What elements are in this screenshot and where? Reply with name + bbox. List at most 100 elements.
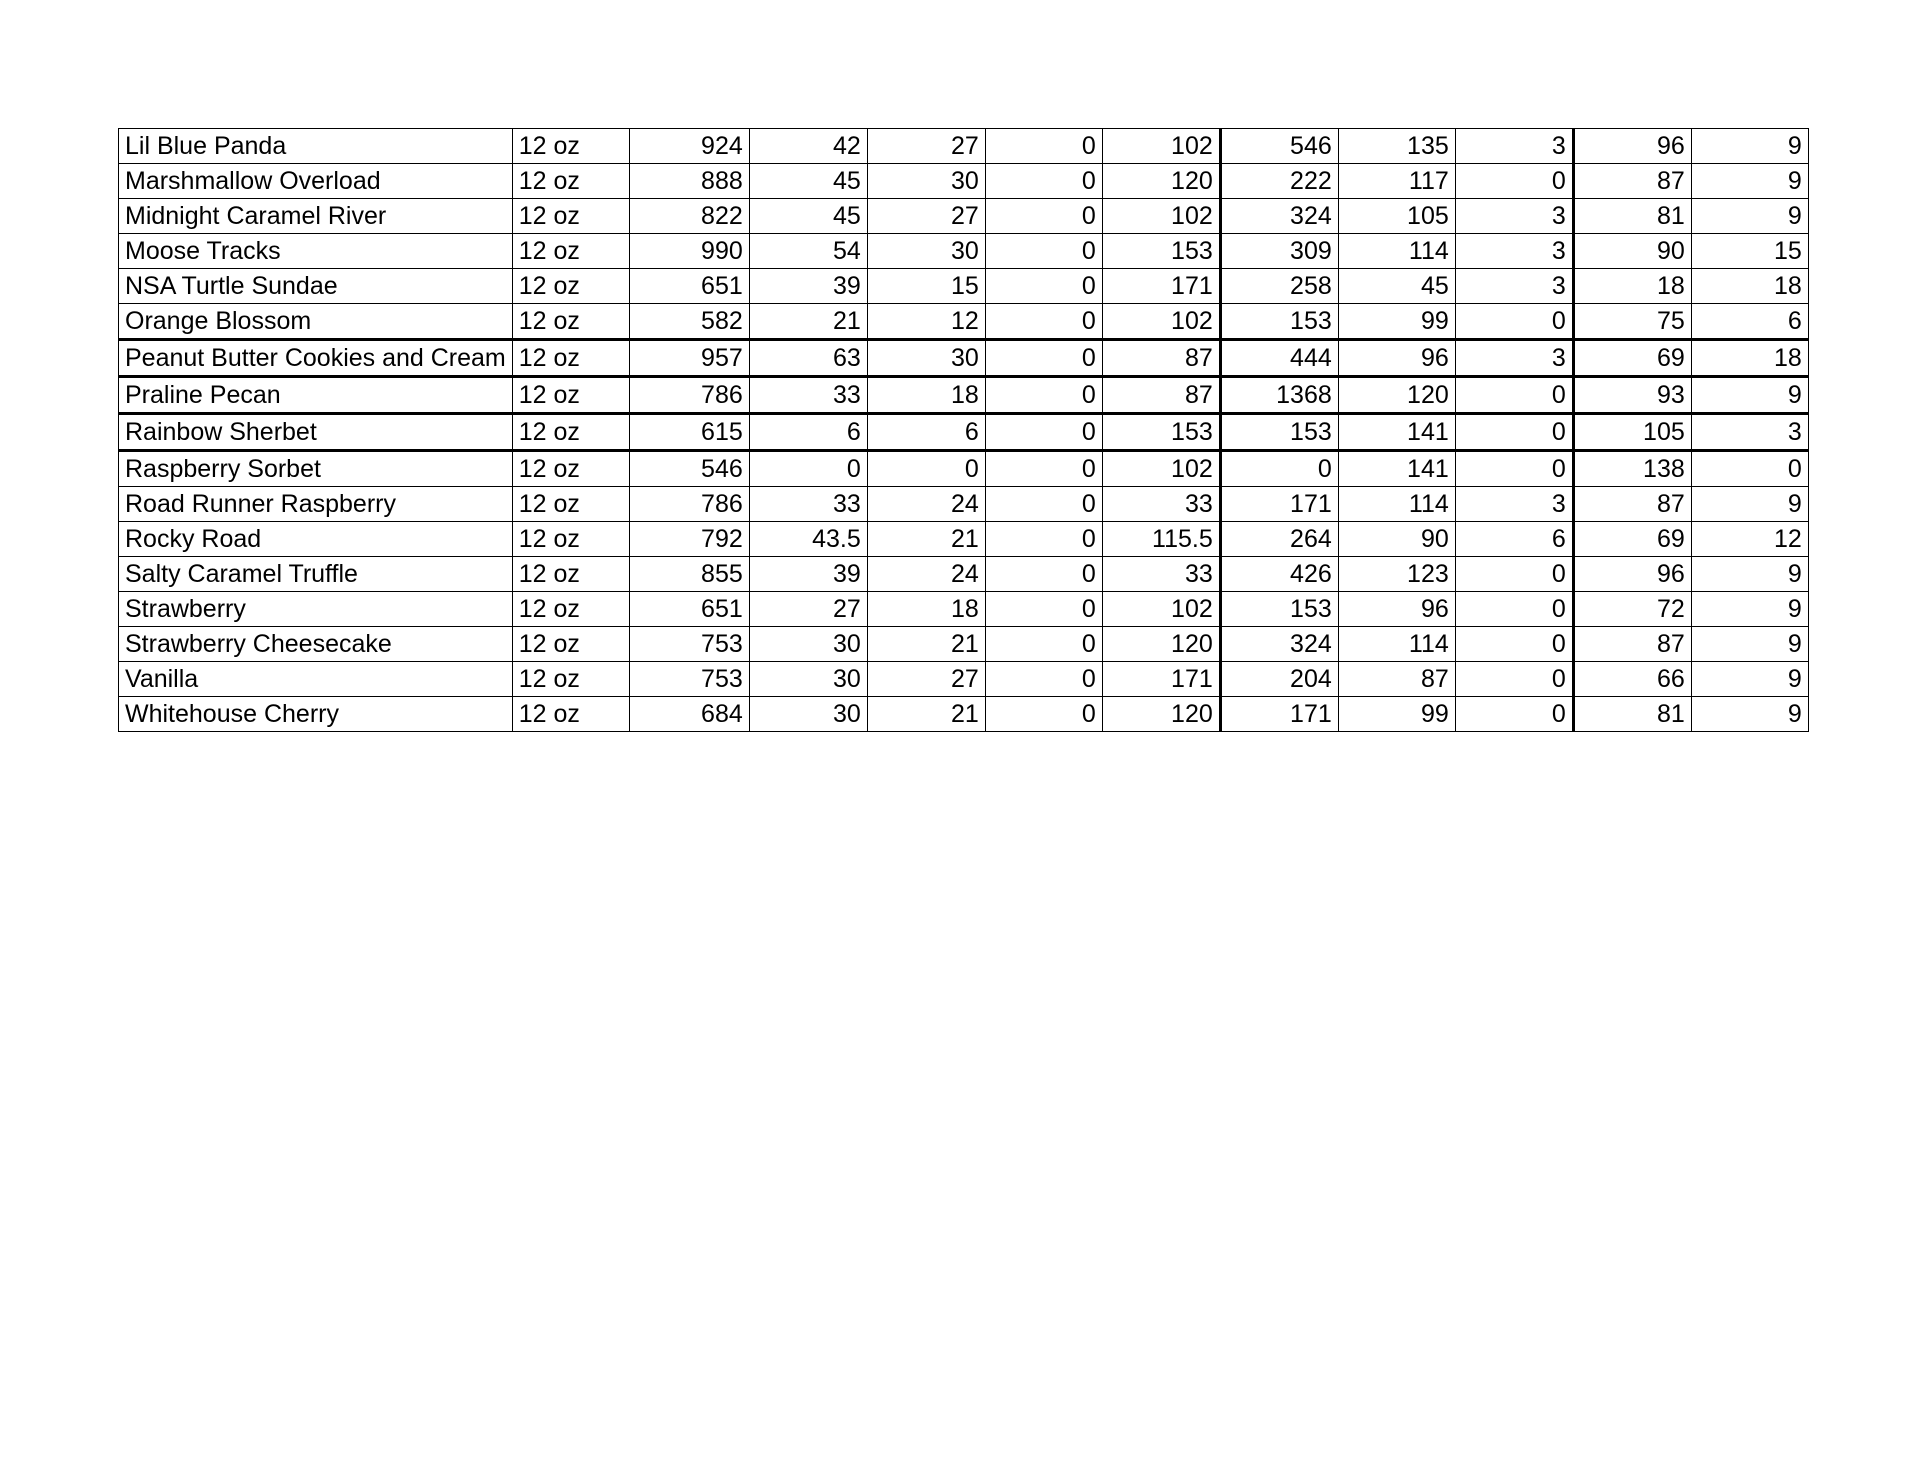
value-cell: 990: [628, 233, 750, 269]
value-cell: 792: [628, 521, 750, 557]
serving-size-cell: 12 oz: [511, 413, 630, 452]
value-cell: 105: [1572, 413, 1692, 452]
value-cell: 33: [748, 376, 868, 415]
value-cell: 0: [984, 128, 1103, 164]
value-cell: 222: [1219, 163, 1339, 199]
value-cell: 21: [866, 626, 986, 662]
value-cell: 0: [1454, 450, 1575, 487]
flavor-name-cell: Whitehouse Cherry: [118, 696, 513, 732]
flavor-name-cell: Strawberry Cheesecake: [118, 626, 513, 662]
flavor-name-cell: Road Runner Raspberry: [118, 486, 513, 522]
table-row: Salty Caramel Truffle 12 oz 855 39 24 0 …: [118, 556, 1809, 592]
value-cell: 33: [1101, 486, 1222, 522]
table-row: Strawberry 12 oz 651 27 18 0 102 153 96 …: [118, 591, 1809, 627]
value-cell: 9: [1690, 128, 1809, 164]
value-cell: 822: [628, 198, 750, 234]
value-cell: 69: [1572, 339, 1692, 378]
value-cell: 15: [866, 268, 986, 304]
serving-size-cell: 12 oz: [511, 661, 630, 697]
value-cell: 0: [984, 591, 1103, 627]
serving-size-cell: 12 oz: [511, 486, 630, 522]
value-cell: 87: [1101, 376, 1222, 415]
value-cell: 120: [1101, 626, 1222, 662]
value-cell: 171: [1219, 486, 1339, 522]
value-cell: 9: [1690, 626, 1809, 662]
value-cell: 102: [1101, 591, 1222, 627]
flavor-name-cell: Marshmallow Overload: [118, 163, 513, 199]
value-cell: 0: [1690, 450, 1809, 487]
value-cell: 96: [1337, 591, 1456, 627]
value-cell: 615: [628, 413, 750, 452]
value-cell: 33: [1101, 556, 1222, 592]
value-cell: 309: [1219, 233, 1339, 269]
value-cell: 120: [1101, 163, 1222, 199]
value-cell: 9: [1690, 661, 1809, 697]
serving-size-cell: 12 oz: [511, 626, 630, 662]
value-cell: 753: [628, 626, 750, 662]
flavor-name-cell: Praline Pecan: [118, 376, 513, 415]
value-cell: 120: [1337, 376, 1456, 415]
table-row: Whitehouse Cherry 12 oz 684 30 21 0 120 …: [118, 696, 1809, 732]
table-row: Rainbow Sherbet 12 oz 615 6 6 0 153 153 …: [118, 413, 1809, 452]
value-cell: 141: [1337, 450, 1456, 487]
value-cell: 30: [748, 696, 868, 732]
value-cell: 30: [866, 233, 986, 269]
value-cell: 96: [1337, 339, 1456, 378]
value-cell: 1368: [1219, 376, 1339, 415]
value-cell: 87: [1572, 626, 1692, 662]
value-cell: 0: [1454, 303, 1575, 341]
value-cell: 3: [1454, 233, 1575, 269]
value-cell: 0: [748, 450, 868, 487]
value-cell: 9: [1690, 376, 1809, 415]
value-cell: 9: [1690, 163, 1809, 199]
value-cell: 9: [1690, 486, 1809, 522]
value-cell: 114: [1337, 233, 1456, 269]
value-cell: 39: [748, 268, 868, 304]
value-cell: 651: [628, 268, 750, 304]
value-cell: 6: [1454, 521, 1575, 557]
value-cell: 18: [1572, 268, 1692, 304]
value-cell: 66: [1572, 661, 1692, 697]
flavor-name-cell: Lil Blue Panda: [118, 128, 513, 164]
value-cell: 6: [866, 413, 986, 452]
value-cell: 264: [1219, 521, 1339, 557]
table-row: Strawberry Cheesecake 12 oz 753 30 21 0 …: [118, 626, 1809, 662]
table-row: Lil Blue Panda 12 oz 924 42 27 0 102 546…: [118, 128, 1809, 164]
value-cell: 105: [1337, 198, 1456, 234]
serving-size-cell: 12 oz: [511, 303, 630, 341]
value-cell: 27: [748, 591, 868, 627]
value-cell: 30: [748, 661, 868, 697]
value-cell: 30: [866, 163, 986, 199]
value-cell: 81: [1572, 696, 1692, 732]
value-cell: 96: [1572, 128, 1692, 164]
value-cell: 171: [1101, 268, 1222, 304]
value-cell: 87: [1572, 486, 1692, 522]
flavor-name-cell: NSA Turtle Sundae: [118, 268, 513, 304]
value-cell: 99: [1337, 696, 1456, 732]
value-cell: 3: [1454, 486, 1575, 522]
value-cell: 42: [748, 128, 868, 164]
flavor-name-cell: Midnight Caramel River: [118, 198, 513, 234]
value-cell: 21: [748, 303, 868, 341]
value-cell: 87: [1101, 339, 1222, 378]
value-cell: 786: [628, 486, 750, 522]
value-cell: 0: [984, 198, 1103, 234]
value-cell: 3: [1454, 198, 1575, 234]
value-cell: 0: [984, 626, 1103, 662]
value-cell: 87: [1337, 661, 1456, 697]
value-cell: 117: [1337, 163, 1456, 199]
value-cell: 3: [1454, 268, 1575, 304]
value-cell: 9: [1690, 198, 1809, 234]
value-cell: 651: [628, 591, 750, 627]
value-cell: 3: [1454, 128, 1575, 164]
value-cell: 93: [1572, 376, 1692, 415]
value-cell: 69: [1572, 521, 1692, 557]
flavor-name-cell: Strawberry: [118, 591, 513, 627]
flavor-name-cell: Rainbow Sherbet: [118, 413, 513, 452]
value-cell: 12: [1690, 521, 1809, 557]
value-cell: 90: [1572, 233, 1692, 269]
value-cell: 153: [1101, 413, 1222, 452]
table-row: Marshmallow Overload 12 oz 888 45 30 0 1…: [118, 163, 1809, 199]
value-cell: 0: [866, 450, 986, 487]
value-cell: 957: [628, 339, 750, 378]
